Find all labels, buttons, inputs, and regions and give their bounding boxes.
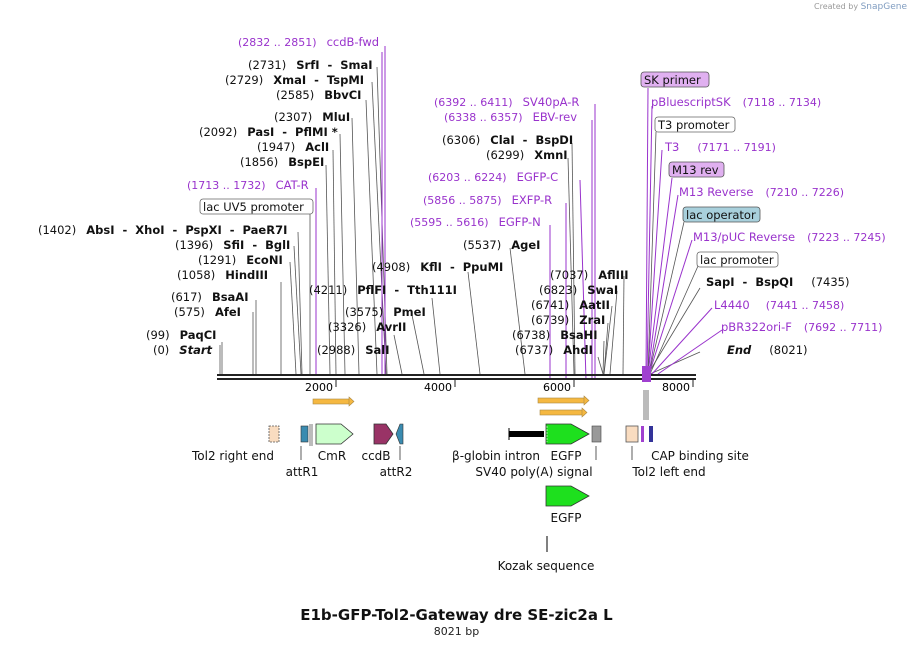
tick-label-4000: 4000 — [424, 381, 452, 394]
primer-lines — [315, 46, 723, 381]
site-swai: (6823) SwaI — [539, 283, 618, 297]
feature-attr1: attR1 — [286, 465, 319, 479]
site-econi: (1291) EcoNI — [198, 253, 283, 267]
primer-exfp-r: (5856 .. 5875) EXFP-R — [423, 193, 552, 207]
feature-lac-operator: lac operator — [686, 208, 756, 222]
feature-attr2: attR2 — [380, 465, 413, 479]
creator-credit: Created by SnapGene — [814, 2, 907, 12]
site-srfi-smai: (2731) SrfI - SmaI — [248, 58, 373, 72]
site-hindiii: (1058) HindIII — [177, 268, 268, 282]
feature-tol2-right-end: Tol2 right end — [191, 449, 274, 463]
features — [268, 390, 653, 552]
primer-ebv-rev: (6338 .. 6357) EBV-rev — [444, 110, 577, 124]
feature-egfp-2: EGFP — [550, 511, 581, 525]
map-length: 8021 bp — [433, 625, 480, 638]
feature-cmr: CmR — [318, 449, 346, 463]
feature-tol2-left-end: Tol2 left end — [631, 465, 705, 479]
snapgene-logo: SnapGene — [860, 2, 907, 12]
primer-m13-rev: M13 rev — [672, 163, 719, 177]
ruler: 2000 4000 6000 8000 — [305, 380, 694, 394]
site-ahdi: (6737) AhdI — [515, 343, 593, 357]
tick-label-8000: 8000 — [662, 381, 690, 394]
site-pasi-pflmi: (2092) PasI - PflMI * — [199, 125, 338, 139]
site-absi-xhoi: (1402) AbsI - XhoI - PspXI - PaeR7I — [38, 223, 287, 237]
tick-label-6000: 6000 — [543, 381, 571, 394]
feature-cap-binding-site: CAP binding site — [651, 449, 749, 463]
site-xmni: (6299) XmnI — [486, 148, 568, 162]
site-sapi-bspqi: SapI - BspQI (7435) — [706, 275, 850, 289]
primer-t3: T3 (7171 .. 7191) — [664, 140, 776, 154]
primer-sv40pa-r: (6392 .. 6411) SV40pA-R — [434, 95, 579, 109]
site-bbvci: (2585) BbvCI — [276, 88, 361, 102]
site-zrai: (6739) ZraI — [531, 313, 605, 327]
feature-t3-promoter: T3 promoter — [657, 118, 730, 132]
primer-egfp-n: (5595 .. 5616) EGFP-N — [410, 215, 541, 229]
site-paqci: (99) PaqCI — [146, 328, 216, 342]
feature-beta-globin-intron: β-globin intron — [452, 449, 540, 463]
primer-egfp-c: (6203 .. 6224) EGFP-C — [428, 170, 558, 184]
feature-lac-uv5-promoter: lac UV5 promoter — [203, 200, 304, 214]
site-bspei: (1856) BspEI — [240, 155, 324, 169]
feature-ccdb: ccdB — [361, 449, 390, 463]
feature-egfp: EGFP — [550, 449, 581, 463]
primer-sk-primer: SK primer — [644, 73, 701, 87]
site-end: End (8021) — [727, 343, 808, 357]
site-acli: (1947) AclI — [257, 140, 329, 154]
primer-m13-puc-reverse: M13/pUC Reverse (7223 .. 7245) — [693, 230, 886, 244]
site-mlui: (2307) MluI — [274, 110, 350, 124]
site-pmei: (3575) PmeI — [345, 305, 426, 319]
site-xmai-tspmi: (2729) XmaI - TspMI — [225, 73, 364, 87]
primer-pbluescriptsk: pBluescriptSK (7118 .. 7134) — [651, 95, 821, 109]
site-afliii: (7037) AflIII — [550, 268, 629, 282]
site-avrii: (3326) AvrII — [328, 320, 406, 334]
feature-kozak-sequence: Kozak sequence — [498, 559, 595, 573]
primer-pbr322ori-f: pBR322ori-F (7692 .. 7711) — [721, 320, 882, 334]
primer-cat-r: (1713 .. 1732) CAT-R — [187, 178, 309, 192]
site-kfli-ppumi: (4908) KflI - PpuMI — [372, 260, 503, 274]
boxed-features: lac UV5 promoter T3 promoter lac operato… — [199, 116, 779, 268]
primer-binding-arrows — [312, 395, 590, 418]
primer-ccdb-fwd: (2832 .. 2851) ccdB-fwd — [238, 35, 379, 49]
site-agei: (5537) AgeI — [463, 238, 540, 252]
highlighted-primers: SK primer M13 rev — [640, 71, 725, 178]
feature-labels: Tol2 right end attR1 CmR ccdB attR2 β-gl… — [191, 446, 749, 573]
tick-label-2000: 2000 — [305, 381, 333, 394]
primer-m13-reverse: M13 Reverse (7210 .. 7226) — [679, 185, 844, 199]
primer-l4440: L4440 (7441 .. 7458) — [714, 298, 844, 312]
site-sfii-bgli: (1396) SfiI - BglI — [175, 238, 290, 252]
site-bsaai: (617) BsaAI — [171, 290, 249, 304]
restriction-sites: (0) Start (99) PaqCI (575) AfeI (617) BsaAI … — [38, 58, 850, 357]
sequence-backbone — [217, 366, 696, 382]
site-aatii: (6741) AatII — [531, 298, 610, 312]
site-lines — [219, 66, 701, 375]
site-clai-bspdi: (6306) ClaI - BspDI — [442, 133, 573, 147]
creator-prefix: Created by — [814, 2, 859, 11]
site-pflfi: (4211) PflFI - Tth111I — [309, 283, 457, 297]
site-bsahi: (6738) BsaHI — [512, 328, 598, 342]
primers: (2832 .. 2851) ccdB-fwd (1713 .. 1732) CAT… — [187, 35, 886, 334]
site-afei: (575) AfeI — [174, 305, 241, 319]
site-sali: (2988) SalI — [317, 343, 390, 357]
site-start: (0) Start — [153, 343, 213, 357]
feature-sv40-polya: SV40 poly(A) signal — [475, 465, 592, 479]
map-title: E1b-GFP-Tol2-Gateway dre SE-zic2a L — [300, 606, 613, 624]
feature-lac-promoter: lac promoter — [700, 253, 774, 267]
